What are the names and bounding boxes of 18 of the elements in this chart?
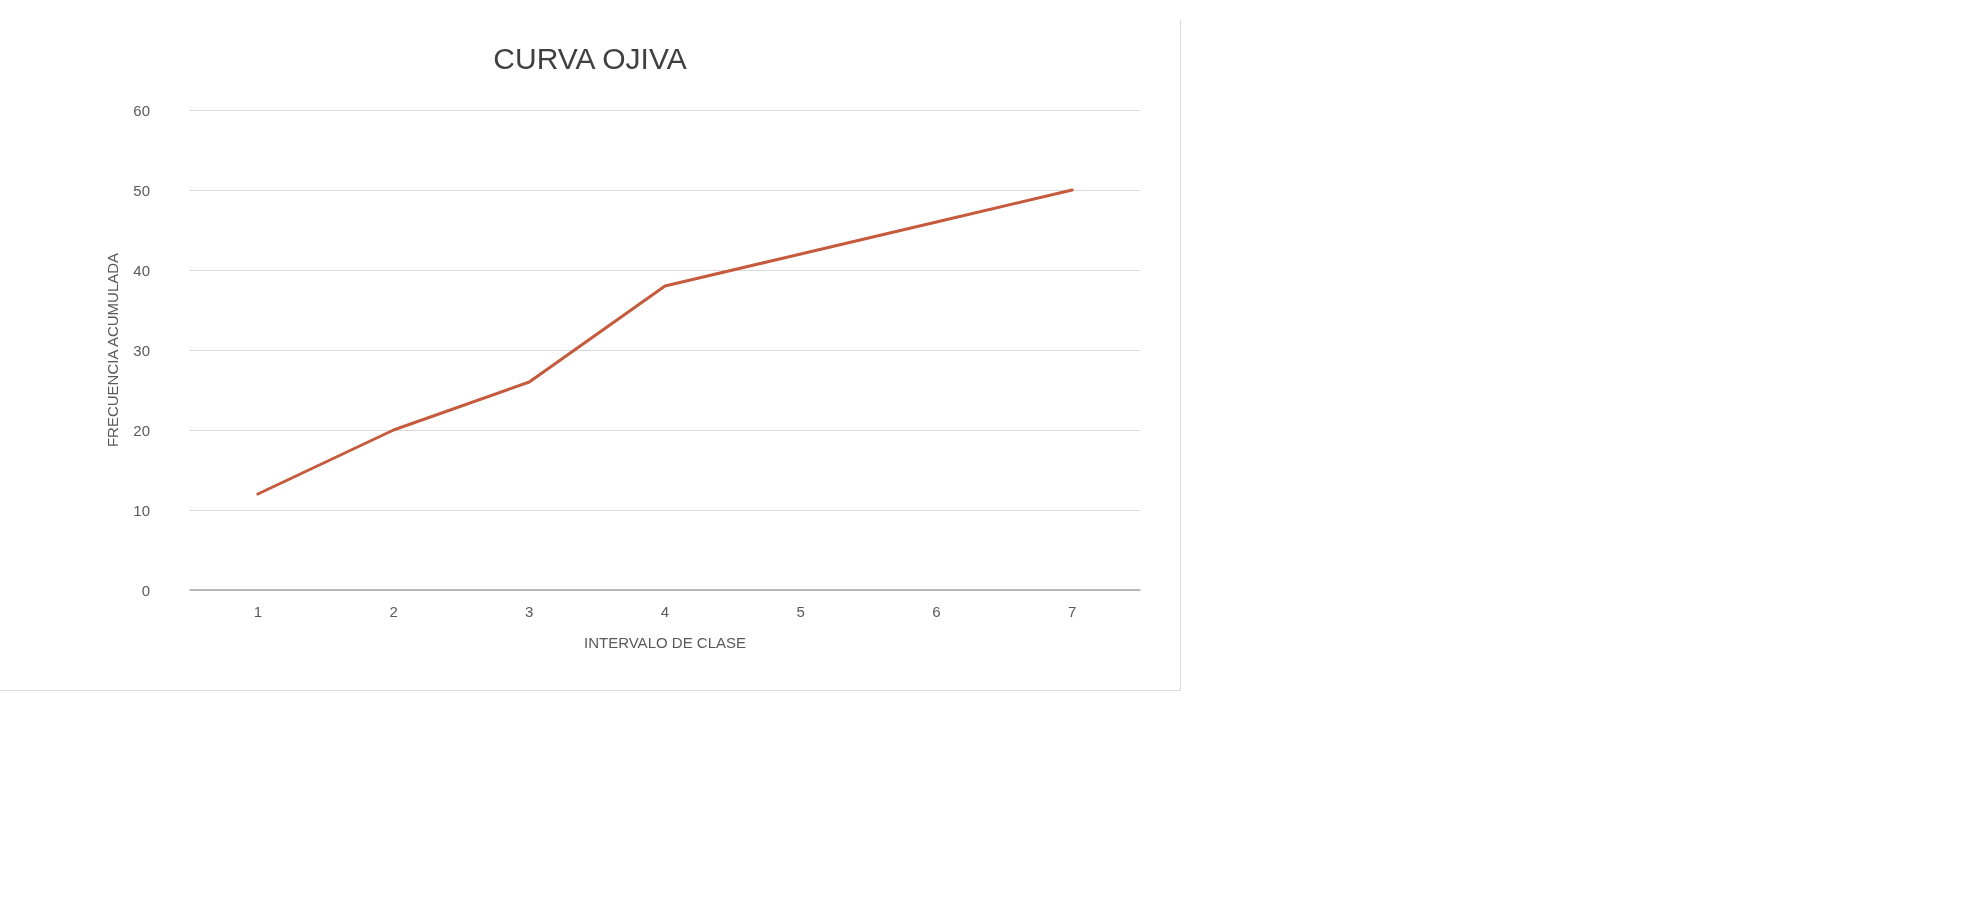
- y-tick-label: 10: [133, 501, 150, 519]
- y-tick-label: 20: [133, 421, 150, 439]
- y-tick-label: 60: [133, 101, 150, 119]
- x-tick-label: 5: [796, 603, 805, 620]
- y-tick-label: 30: [133, 341, 150, 359]
- y-axis-title: FRECUENCIA ACUMULADA: [104, 252, 121, 448]
- y-tick-label: 0: [141, 581, 150, 599]
- line-series: [256, 188, 1074, 496]
- x-tick-label: 7: [1067, 603, 1077, 620]
- x-axis-title: INTERVALO DE CLASE: [584, 634, 746, 651]
- x-tick-label: 3: [525, 603, 534, 620]
- x-tick-label: 6: [932, 603, 941, 620]
- y-tick-label: 40: [133, 261, 150, 279]
- x-tick-label: 1: [253, 603, 263, 620]
- chart-title: CURVA OJIVA: [493, 41, 687, 75]
- x-tick-label: 2: [389, 603, 398, 620]
- y-tick-label: 50: [133, 181, 150, 199]
- x-tick-label: 4: [660, 603, 670, 620]
